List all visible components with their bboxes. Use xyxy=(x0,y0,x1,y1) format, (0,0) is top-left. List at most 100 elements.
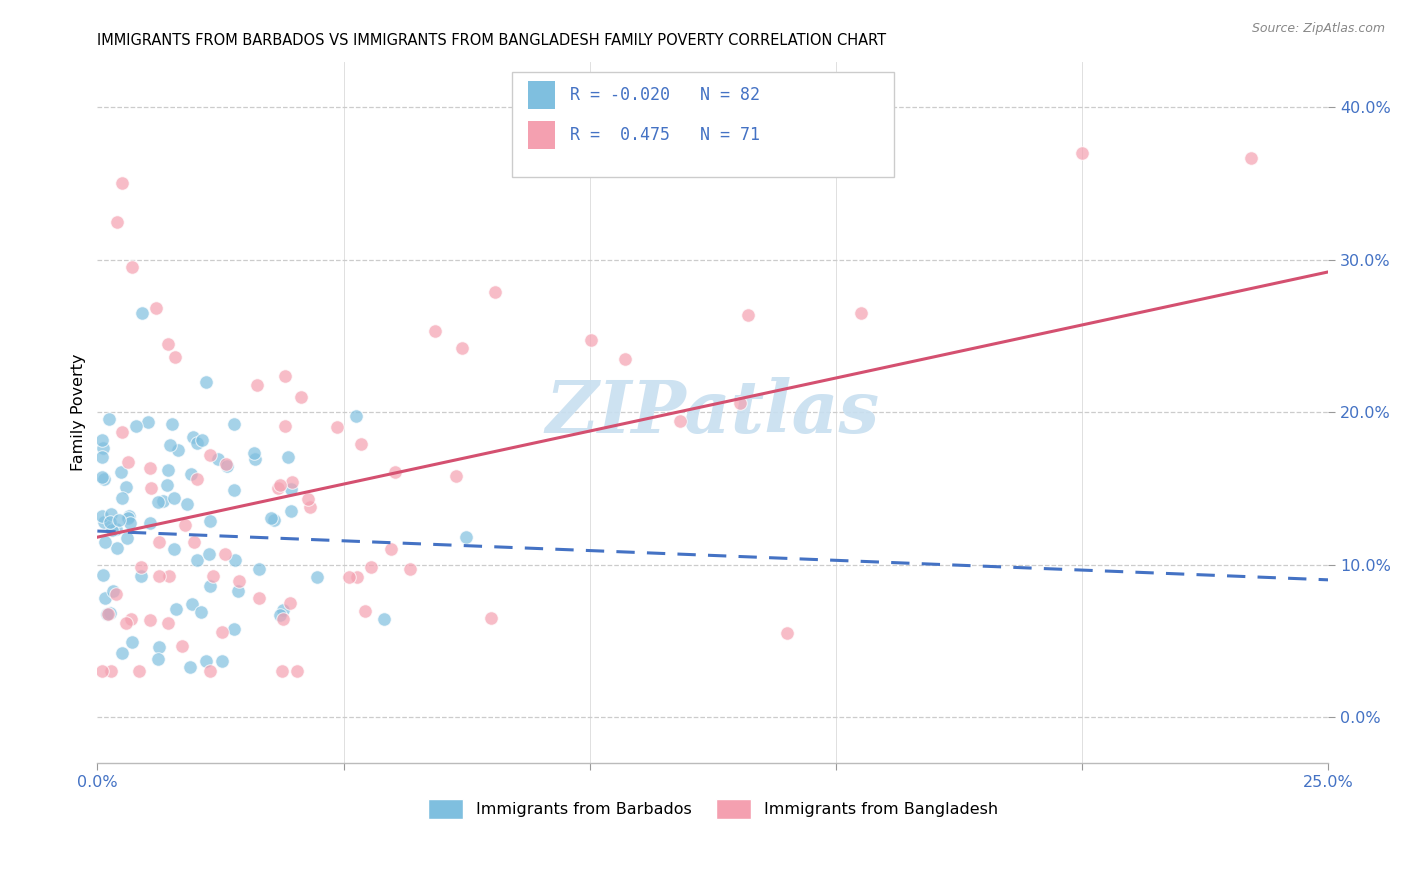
Point xyxy=(100,508,122,522)
Point xyxy=(148,535,170,549)
Point xyxy=(186,472,208,486)
Point xyxy=(111,177,134,191)
Point xyxy=(125,419,148,434)
Point xyxy=(198,514,221,528)
Point xyxy=(91,450,114,464)
Point xyxy=(214,547,236,561)
Point xyxy=(195,654,218,668)
Point xyxy=(274,368,297,383)
Point xyxy=(118,508,141,523)
Point xyxy=(198,579,221,593)
Point xyxy=(191,433,214,447)
Point xyxy=(198,665,221,679)
Point xyxy=(105,586,128,600)
Point xyxy=(326,420,349,434)
Point xyxy=(299,500,322,514)
Point xyxy=(271,602,294,616)
Bar xyxy=(529,81,555,109)
Point xyxy=(160,417,183,431)
Point xyxy=(128,665,150,679)
Y-axis label: Family Poverty: Family Poverty xyxy=(72,353,86,471)
Text: R =  0.475   N = 71: R = 0.475 N = 71 xyxy=(569,126,761,145)
Point xyxy=(91,508,114,523)
Point xyxy=(484,285,506,299)
Point xyxy=(105,214,128,228)
Text: ZIPatlas: ZIPatlas xyxy=(546,376,880,448)
Point xyxy=(115,531,138,545)
Point xyxy=(97,412,120,426)
Point xyxy=(337,570,360,584)
Point xyxy=(224,622,246,636)
Point xyxy=(131,306,153,320)
Point xyxy=(346,569,368,583)
Point xyxy=(101,523,124,537)
Point xyxy=(163,351,186,365)
Point xyxy=(228,574,250,588)
Point xyxy=(444,469,467,483)
Point xyxy=(215,457,238,471)
Point xyxy=(152,494,174,508)
Point xyxy=(454,530,477,544)
Point xyxy=(179,660,201,674)
Point xyxy=(183,535,205,549)
Point xyxy=(344,409,367,424)
Legend: Immigrants from Barbados, Immigrants from Bangladesh: Immigrants from Barbados, Immigrants fro… xyxy=(422,793,1004,825)
Point xyxy=(277,450,299,465)
Point xyxy=(180,467,202,481)
Point xyxy=(170,639,193,653)
Point xyxy=(117,455,139,469)
Point xyxy=(120,516,142,531)
Point xyxy=(737,308,759,322)
Point xyxy=(730,396,752,410)
Point xyxy=(156,616,179,631)
Point xyxy=(384,465,406,479)
Point xyxy=(181,597,204,611)
Point xyxy=(201,568,224,582)
Point xyxy=(305,570,328,584)
Point xyxy=(91,433,114,447)
Point xyxy=(267,481,290,495)
Point xyxy=(94,535,117,549)
Point xyxy=(114,480,136,494)
Point xyxy=(260,510,283,524)
Point xyxy=(111,425,134,439)
Point xyxy=(108,514,131,528)
Point xyxy=(215,459,238,474)
Point xyxy=(115,615,138,630)
Point xyxy=(110,466,132,480)
Point xyxy=(194,375,217,389)
Point xyxy=(100,665,122,679)
Point xyxy=(129,559,152,574)
Point xyxy=(105,522,128,536)
Point xyxy=(159,568,181,582)
Point xyxy=(849,306,872,320)
Point xyxy=(94,591,117,605)
Text: Source: ZipAtlas.com: Source: ZipAtlas.com xyxy=(1251,22,1385,36)
Point xyxy=(111,491,134,505)
Point xyxy=(579,333,602,347)
Point xyxy=(451,341,474,355)
Point xyxy=(91,441,114,455)
Point xyxy=(278,596,301,610)
Point xyxy=(98,515,121,529)
Point xyxy=(176,497,198,511)
Point xyxy=(1071,145,1094,160)
Point xyxy=(91,665,114,679)
Point xyxy=(243,446,266,460)
Point xyxy=(91,470,114,484)
Point xyxy=(138,516,160,530)
Point xyxy=(274,419,297,434)
Point xyxy=(105,541,128,555)
Point xyxy=(156,337,179,351)
Point xyxy=(139,460,162,475)
Point xyxy=(360,560,382,574)
Point xyxy=(222,417,245,432)
Point xyxy=(479,611,502,625)
Point xyxy=(269,607,291,622)
Point xyxy=(207,452,229,467)
Point xyxy=(181,429,204,443)
Point xyxy=(190,605,212,619)
Point xyxy=(198,547,221,561)
Point xyxy=(174,517,197,532)
Point xyxy=(139,481,162,495)
